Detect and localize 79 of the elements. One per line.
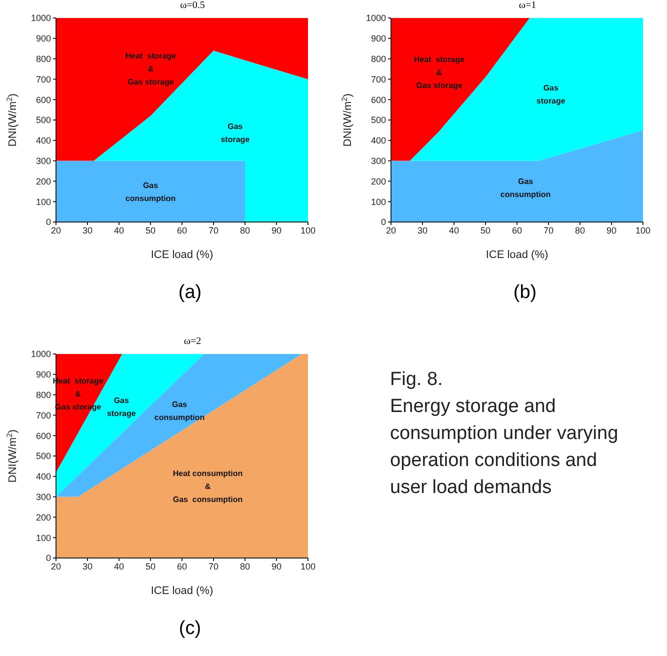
series-label: Heat storage & Gas storage xyxy=(125,52,177,87)
y-tick-label: 200 xyxy=(36,176,51,186)
x-tick-label: 80 xyxy=(240,561,250,572)
x-tick-label: 100 xyxy=(635,225,651,236)
x-tick-label: 40 xyxy=(448,225,460,236)
y-tick-label: 200 xyxy=(370,176,386,186)
y-tick-label: 100 xyxy=(36,532,51,543)
y-tick-label: 1000 xyxy=(30,13,51,24)
x-axis-title: ICE load (%) xyxy=(486,249,548,261)
y-tick-label: 900 xyxy=(36,370,51,380)
y-tick-label: 0 xyxy=(380,217,386,228)
y-tick-label: 700 xyxy=(370,74,386,84)
y-tick-label: 500 xyxy=(36,115,51,126)
y-tick-label: 300 xyxy=(370,156,386,166)
y-tick-label: 1000 xyxy=(30,349,51,360)
x-tick-label: 20 xyxy=(50,225,62,236)
x-tick-label: 60 xyxy=(176,225,188,236)
y-tick-label: 600 xyxy=(370,94,386,105)
text: (a) xyxy=(177,282,203,304)
series-label: Heat consumption & Gas consumption xyxy=(172,468,243,504)
y-tick-label: 0 xyxy=(46,553,51,564)
x-tick-label: 20 xyxy=(50,561,62,572)
y-tick-label: 300 xyxy=(36,156,51,166)
x-tick-label: 50 xyxy=(145,561,156,572)
y-tick-label: 500 xyxy=(36,451,51,462)
y-tick-label: 400 xyxy=(36,472,51,482)
x-tick-label: 80 xyxy=(240,225,250,236)
y-tick-label: 800 xyxy=(36,54,51,64)
x-tick-label: 70 xyxy=(208,225,219,236)
x-tick-label: 60 xyxy=(176,561,188,572)
y-tick-label: 100 xyxy=(370,196,386,207)
chart-title: ω=0.5 xyxy=(179,0,206,13)
y-tick-label: 700 xyxy=(36,410,51,420)
x-axis-title: ICE load (%) xyxy=(150,585,214,597)
x-tick-label: 70 xyxy=(543,225,554,236)
y-tick-label: 900 xyxy=(36,34,51,44)
x-tick-label: 40 xyxy=(114,561,124,572)
y-tick-label: 300 xyxy=(36,492,51,502)
series-label: Gas consumption xyxy=(125,180,176,203)
y-tick-label: 200 xyxy=(36,512,51,522)
x-tick-label: 90 xyxy=(271,225,282,236)
x-tick-label: 80 xyxy=(574,225,586,236)
y-tick-label: 800 xyxy=(370,54,386,64)
x-tick-label: 70 xyxy=(208,561,219,572)
caption: Fig. 8. Energy storage and consumption under varying operation conditions and user load demands xyxy=(390,368,620,500)
x-tick-label: 90 xyxy=(271,561,282,572)
x-tick-label: 20 xyxy=(386,225,396,236)
x-axis-title: ICE load (%) xyxy=(150,249,214,261)
x-tick-label: 40 xyxy=(114,225,124,236)
y-tick-label: 900 xyxy=(370,34,386,44)
x-tick-label: 100 xyxy=(300,225,316,236)
x-tick-label: 100 xyxy=(300,561,316,572)
y-tick-label: 600 xyxy=(36,94,51,105)
x-tick-label: 30 xyxy=(417,225,428,236)
series-label: Gas storage xyxy=(106,396,136,418)
chart-title: ω=2 xyxy=(182,336,202,349)
y-tick-label: 0 xyxy=(46,217,51,228)
y-tick-label: 800 xyxy=(36,390,51,400)
text: (c) xyxy=(178,618,202,640)
series-label: Gas storage xyxy=(220,122,250,144)
y-tick-label: 500 xyxy=(370,115,386,126)
series-label: Heat storage & Gas storage xyxy=(414,55,466,90)
y-tick-label: 1000 xyxy=(366,13,386,24)
y-tick-label: 600 xyxy=(36,430,51,441)
x-tick-label: 50 xyxy=(145,225,156,236)
chart-title: ω=1 xyxy=(518,0,538,13)
x-tick-label: 30 xyxy=(82,561,93,572)
x-tick-label: 50 xyxy=(480,225,491,236)
x-tick-label: 60 xyxy=(512,225,522,236)
series-label: Gas storage xyxy=(536,83,566,106)
y-tick-label: 100 xyxy=(36,196,51,207)
text: (b) xyxy=(512,282,538,304)
series-label: Gas consumption xyxy=(500,177,551,200)
x-tick-label: 30 xyxy=(82,225,93,236)
series-label: Gas consumption xyxy=(154,400,205,422)
x-tick-label: 90 xyxy=(606,225,617,236)
y-tick-label: 700 xyxy=(36,74,51,84)
y-tick-label: 400 xyxy=(36,136,51,146)
y-tick-label: 400 xyxy=(370,136,386,146)
